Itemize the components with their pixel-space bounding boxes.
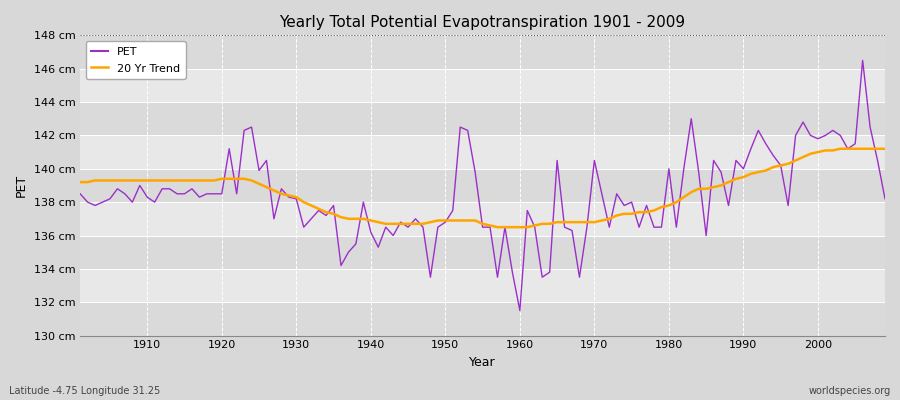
Legend: PET, 20 Yr Trend: PET, 20 Yr Trend: [86, 41, 185, 79]
Bar: [80, 302, 885, 336]
Bar: [80, 102, 885, 136]
Title: Yearly Total Potential Evapotranspiration 1901 - 2009: Yearly Total Potential Evapotranspiratio…: [280, 15, 686, 30]
Bar: [80, 35, 885, 69]
Text: Latitude -4.75 Longitude 31.25: Latitude -4.75 Longitude 31.25: [9, 386, 160, 396]
Bar: [80, 236, 885, 269]
Bar: [80, 136, 885, 169]
Bar: [80, 202, 885, 236]
Bar: [80, 269, 885, 302]
Bar: [80, 169, 885, 202]
X-axis label: Year: Year: [469, 356, 496, 369]
Bar: [80, 69, 885, 102]
Text: worldspecies.org: worldspecies.org: [809, 386, 891, 396]
Y-axis label: PET: PET: [15, 174, 28, 197]
